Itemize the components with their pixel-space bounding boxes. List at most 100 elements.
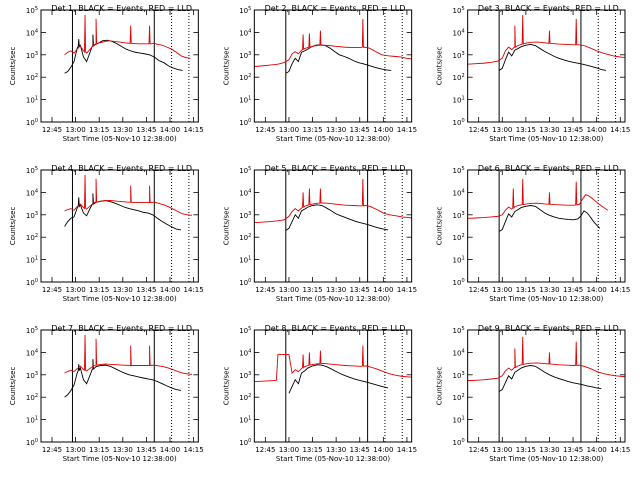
y-tick-label: 100 <box>239 278 251 287</box>
series-lld-line <box>254 345 412 382</box>
y-tick-label: 104 <box>453 348 465 357</box>
x-tick-label: 13:15 <box>516 446 536 454</box>
y-tick-exponent: 5 <box>35 326 38 332</box>
y-tick-label: 105 <box>26 6 38 15</box>
y-axis-label: Counts/sec <box>222 367 230 406</box>
x-tick-label: 13:00 <box>66 446 86 454</box>
y-tick-exponent: 4 <box>35 188 38 194</box>
y-tick-exponent: 2 <box>461 393 464 399</box>
y-tick-label: 103 <box>239 51 251 60</box>
y-axis-label: Counts/sec <box>436 207 444 246</box>
y-tick-exponent: 1 <box>35 416 38 422</box>
x-tick-label: 12:45 <box>469 126 489 134</box>
y-tick-label: 104 <box>453 28 465 37</box>
y-tick-exponent: 4 <box>461 188 464 194</box>
y-tick-label: 101 <box>453 256 465 265</box>
x-tick-label: 13:45 <box>136 286 156 294</box>
plot-frame <box>253 329 413 443</box>
series-lld-line <box>254 18 412 67</box>
plot-frame <box>40 329 199 443</box>
y-tick-label: 105 <box>26 166 38 175</box>
panel-title: Det 2, BLACK = Events, RED = LLD <box>265 4 406 13</box>
x-tick-label: 12:45 <box>469 286 489 294</box>
plot-frame <box>40 169 199 283</box>
y-tick-label: 101 <box>453 96 465 105</box>
panel-title: Det 7, BLACK = Events, RED = LLD <box>51 324 192 333</box>
panel-det-8: Det 8, BLACK = Events, RED = LLD 12:45 13:… <box>222 324 417 463</box>
y-tick-label: 102 <box>26 393 38 402</box>
y-tick-label: 105 <box>239 326 251 335</box>
y-tick-exponent: 2 <box>35 73 38 79</box>
x-tick-label: 13:45 <box>563 446 583 454</box>
y-tick-exponent: 5 <box>461 166 464 172</box>
y-tick-exponent: 1 <box>248 256 251 262</box>
x-tick-label: 12:45 <box>255 126 275 134</box>
y-axis-label: Counts/sec <box>9 367 17 406</box>
y-tick-exponent: 5 <box>248 166 251 172</box>
x-tick-label: 12:45 <box>469 446 489 454</box>
y-tick-exponent: 2 <box>248 73 251 79</box>
y-tick-exponent: 5 <box>35 6 38 12</box>
x-tick-label: 14:15 <box>397 126 417 134</box>
y-tick-exponent: 0 <box>248 118 251 124</box>
x-tick-label: 13:15 <box>302 446 322 454</box>
y-tick-label: 105 <box>453 6 465 15</box>
y-tick-exponent: 0 <box>35 438 38 444</box>
y-tick-label: 105 <box>26 326 38 335</box>
y-axis-label: Counts/sec <box>222 207 230 246</box>
y-tick-exponent: 3 <box>248 371 251 377</box>
x-tick-label: 13:00 <box>492 126 512 134</box>
series-lld-line <box>64 14 191 59</box>
x-tick-label: 13:30 <box>113 286 133 294</box>
y-axis-label: Counts/sec <box>436 47 444 86</box>
y-tick-exponent: 5 <box>248 326 251 332</box>
x-axis-label: Start Time (05-Nov-10 12:38:00) <box>63 455 177 463</box>
y-tick-exponent: 4 <box>35 28 38 34</box>
plot-area <box>64 170 193 282</box>
y-tick-label: 105 <box>453 166 465 175</box>
y-tick-exponent: 5 <box>35 166 38 172</box>
panel-det-4: Det 4, BLACK = Events, RED = LLD 12:45 13:… <box>9 164 204 303</box>
y-tick-exponent: 3 <box>248 211 251 217</box>
y-tick-label: 103 <box>26 371 38 380</box>
y-tick-exponent: 0 <box>461 438 464 444</box>
y-tick-exponent: 0 <box>35 278 38 284</box>
x-tick-label: 13:00 <box>492 446 512 454</box>
x-tick-label: 13:00 <box>279 446 299 454</box>
x-axis-label: Start Time (05-Nov-10 12:38:00) <box>489 455 603 463</box>
y-tick-label: 102 <box>26 233 38 242</box>
x-axis-label: Start Time (05-Nov-10 12:38:00) <box>489 295 603 303</box>
y-tick-exponent: 0 <box>461 278 464 284</box>
y-tick-exponent: 2 <box>248 393 251 399</box>
y-tick-exponent: 1 <box>461 96 464 102</box>
x-tick-label: 13:30 <box>326 286 346 294</box>
x-tick-label: 13:00 <box>492 286 512 294</box>
y-tick-label: 104 <box>453 188 465 197</box>
x-tick-label: 14:00 <box>160 286 180 294</box>
y-tick-exponent: 1 <box>248 416 251 422</box>
x-tick-label: 14:00 <box>587 126 607 134</box>
x-tick-label: 14:15 <box>184 126 204 134</box>
series-events-line <box>498 365 602 392</box>
y-tick-label: 103 <box>453 51 465 60</box>
x-tick-label: 14:15 <box>397 286 417 294</box>
series-events-line <box>498 205 601 232</box>
y-tick-label: 105 <box>453 326 465 335</box>
y-tick-exponent: 0 <box>461 118 464 124</box>
series-lld-line <box>467 178 608 219</box>
y-tick-exponent: 2 <box>248 233 251 239</box>
y-tick-exponent: 1 <box>461 416 464 422</box>
x-tick-label: 13:15 <box>302 286 322 294</box>
y-tick-label: 101 <box>239 416 251 425</box>
series-events-line <box>64 359 182 398</box>
y-tick-exponent: 2 <box>35 233 38 239</box>
x-tick-label: 13:30 <box>539 286 559 294</box>
y-axis-label: Counts/sec <box>222 47 230 86</box>
y-tick-label: 101 <box>26 96 38 105</box>
y-tick-exponent: 2 <box>461 73 464 79</box>
panel-title: Det 5, BLACK = Events, RED = LLD <box>265 164 406 173</box>
panel-det-1: Det 1, BLACK = Events, RED = LLD 12:45 13:… <box>9 4 204 143</box>
y-tick-label: 102 <box>239 233 251 242</box>
